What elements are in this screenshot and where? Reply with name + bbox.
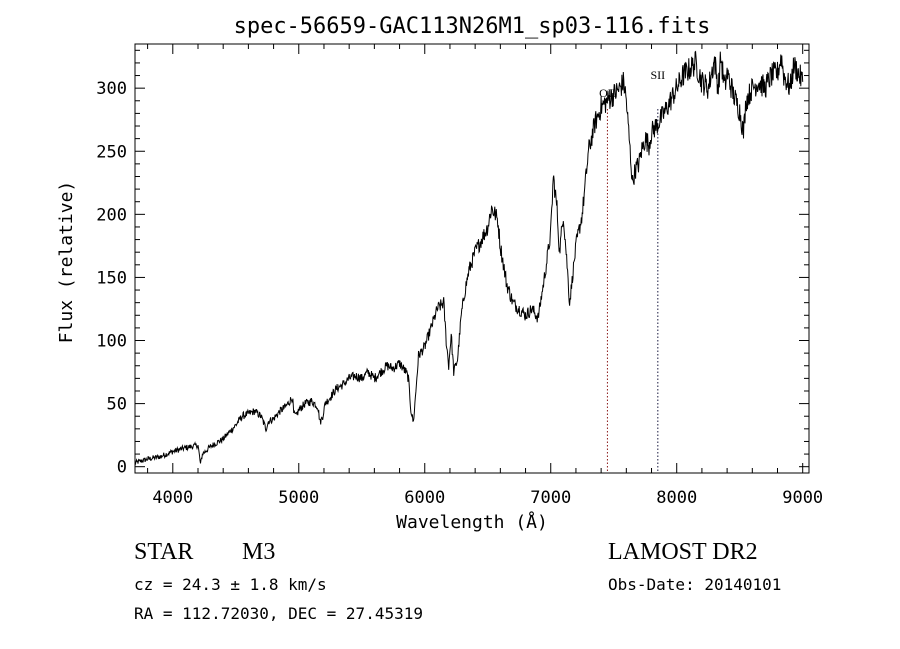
x-tick-label: 8000 [656,488,697,508]
y-axis-label: Flux (relative) [56,181,77,344]
x-tick-label: 9000 [782,488,823,508]
spectrum-line [134,50,804,466]
plot-frame [134,43,810,474]
chart-title: spec-56659-GAC113N26M1_sp03-116.fits [234,14,711,39]
object-type-label: STAR [134,539,193,565]
x-axis-ticks: 4000 5000 6000 7000 8000 9000 [147,44,823,508]
y-tick-label: 100 [96,332,127,352]
x-tick-label: 4000 [152,488,193,508]
marker-label-sii: SII [650,68,665,82]
y-axis-ticks: 0 50 100 150 200 250 300 [96,49,809,478]
x-tick-label: 5000 [278,488,319,508]
y-tick-label: 200 [96,205,127,225]
y-tick-label: 250 [96,142,127,162]
obs-date-label: Obs-Date: 20140101 [608,575,781,594]
y-tick-label: 0 [117,458,127,478]
y-tick-label: 300 [96,79,127,99]
coordinates-label: RA = 112.72030, DEC = 27.45319 [134,604,423,623]
x-axis-label: Wavelength (Å) [396,511,548,533]
y-tick-label: 150 [96,268,127,288]
x-tick-label: 6000 [404,488,445,508]
survey-label: LAMOST DR2 [608,539,758,565]
subclass-label: M3 [242,539,275,565]
x-tick-label: 7000 [530,488,571,508]
cz-label: cz = 24.3 ± 1.8 km/s [134,575,327,594]
y-tick-label: 50 [107,395,127,415]
spectrum-series [134,50,804,466]
